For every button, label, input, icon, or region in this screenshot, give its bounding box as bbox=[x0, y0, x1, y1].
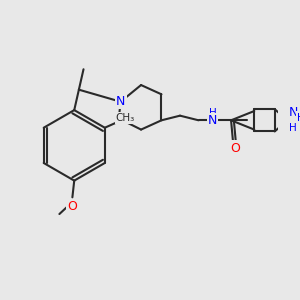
Text: N: N bbox=[116, 95, 125, 108]
Text: H: H bbox=[208, 108, 216, 118]
Text: CH₃: CH₃ bbox=[116, 113, 135, 123]
Text: N: N bbox=[289, 106, 298, 119]
Text: H: H bbox=[297, 112, 300, 122]
Text: H: H bbox=[290, 123, 297, 133]
Text: O: O bbox=[68, 200, 77, 213]
Text: O: O bbox=[230, 142, 240, 154]
Text: N: N bbox=[208, 114, 217, 127]
